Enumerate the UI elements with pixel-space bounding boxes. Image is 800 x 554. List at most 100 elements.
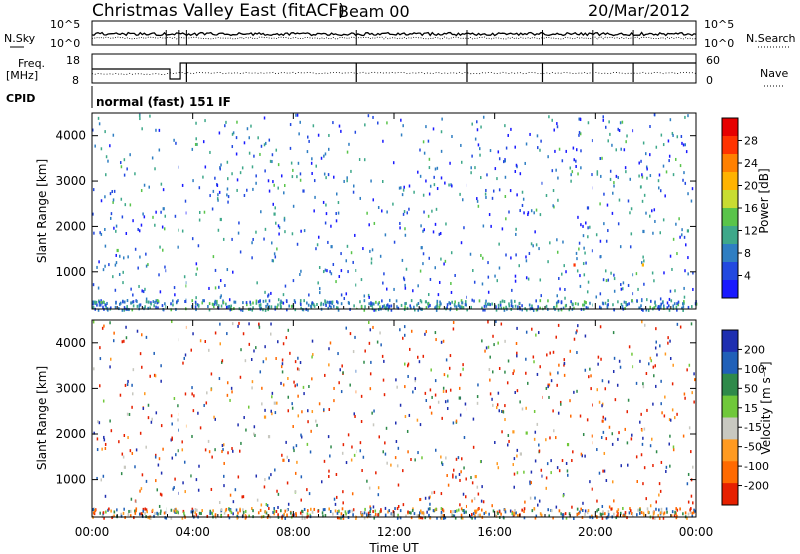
echo-cell: [402, 336, 404, 340]
echo-cell: [317, 281, 319, 285]
echo-cell: [269, 332, 272, 336]
echo-cell: [669, 254, 672, 258]
echo-cell: [693, 400, 695, 404]
echo-cell: [287, 376, 289, 380]
echo-cell: [104, 446, 107, 450]
echo-cell: [312, 353, 314, 357]
echo-cell: [504, 124, 506, 128]
echo-cell: [608, 425, 611, 429]
echo-cell: [505, 146, 508, 150]
echo-cell: [119, 161, 122, 165]
echo-cell: [663, 306, 665, 310]
echo-cell: [259, 306, 261, 310]
echo-cell: [534, 496, 536, 500]
echo-cell: [174, 214, 177, 218]
echo-cell: [98, 303, 101, 307]
plot-title: Christmas Valley East (fitACF): [92, 1, 345, 21]
echo-cell: [255, 181, 257, 185]
echo-cell: [382, 139, 384, 143]
echo-cell: [672, 237, 675, 241]
echo-cell: [610, 507, 613, 511]
colorbar-swatch: [722, 136, 738, 155]
echo-cell: [277, 163, 280, 167]
echo-cell: [142, 509, 145, 513]
echo-cell: [136, 329, 139, 333]
echo-cell: [562, 494, 565, 498]
echo-cell: [203, 299, 205, 303]
echo-cell: [171, 299, 174, 303]
echo-cell: [332, 304, 335, 308]
echo-cell: [347, 270, 349, 274]
echo-cell: [692, 271, 694, 275]
echo-cell: [502, 306, 505, 310]
echo-cell: [589, 301, 591, 305]
echo-cell: [615, 148, 617, 152]
echo-cell: [127, 255, 129, 259]
echo-cell: [598, 471, 601, 475]
echo-cell: [565, 270, 567, 274]
echo-cell: [279, 301, 282, 305]
echo-cell: [523, 470, 525, 474]
echo-cell: [432, 127, 435, 131]
echo-cell: [521, 190, 524, 194]
echo-cell: [98, 260, 100, 264]
echo-cell: [154, 223, 156, 227]
echo-cell: [494, 167, 497, 171]
echo-cell: [315, 164, 317, 168]
echo-cell: [355, 268, 357, 272]
echo-cell: [631, 512, 633, 516]
echo-cell: [397, 306, 400, 310]
echo-cell: [360, 394, 363, 398]
echo-cell: [264, 290, 266, 294]
echo-cell: [455, 457, 458, 461]
echo-cell: [539, 213, 542, 217]
echo-cell: [239, 250, 242, 254]
echo-cell: [246, 188, 248, 192]
echo-cell: [336, 300, 338, 304]
echo-cell: [442, 514, 445, 518]
echo-cell: [145, 300, 148, 304]
echo-cell: [392, 161, 395, 165]
echo-cell: [101, 447, 103, 451]
echo-cell: [536, 372, 539, 376]
echo-cell: [132, 368, 135, 372]
echo-cell: [453, 514, 456, 518]
echo-cell: [367, 293, 370, 297]
echo-cell: [406, 429, 409, 433]
echo-cell: [660, 510, 663, 514]
echo-cell: [385, 304, 388, 308]
echo-cell: [181, 183, 184, 187]
echo-cell: [425, 306, 428, 310]
echo-cell: [121, 340, 124, 344]
echo-cell: [449, 308, 452, 312]
echo-cell: [477, 204, 480, 208]
echo-cell: [340, 514, 343, 518]
echo-cell: [135, 500, 137, 504]
echo-cell: [361, 514, 363, 518]
echo-cell: [244, 509, 247, 513]
echo-cell: [425, 330, 428, 334]
echo-cell: [130, 301, 132, 305]
echo-cell: [195, 137, 197, 141]
echo-cell: [599, 157, 601, 161]
echo-cell: [132, 219, 134, 223]
echo-cell: [272, 180, 274, 184]
echo-cell: [590, 387, 592, 391]
echo-cell: [639, 420, 641, 424]
echo-cell: [665, 469, 667, 473]
echo-cell: [645, 308, 648, 312]
echo-cell: [384, 452, 387, 456]
echo-cell: [231, 447, 233, 451]
echo-cell: [548, 395, 550, 399]
echo-cell: [131, 451, 134, 455]
echo-cell: [246, 127, 249, 131]
echo-cell: [570, 300, 572, 304]
echo-cell: [244, 516, 247, 520]
echo-cell: [280, 365, 283, 369]
echo-cell: [345, 461, 348, 465]
echo-cell: [440, 149, 443, 153]
echo-cell: [683, 301, 685, 305]
echo-cell: [395, 378, 397, 382]
echo-cell: [125, 325, 127, 329]
